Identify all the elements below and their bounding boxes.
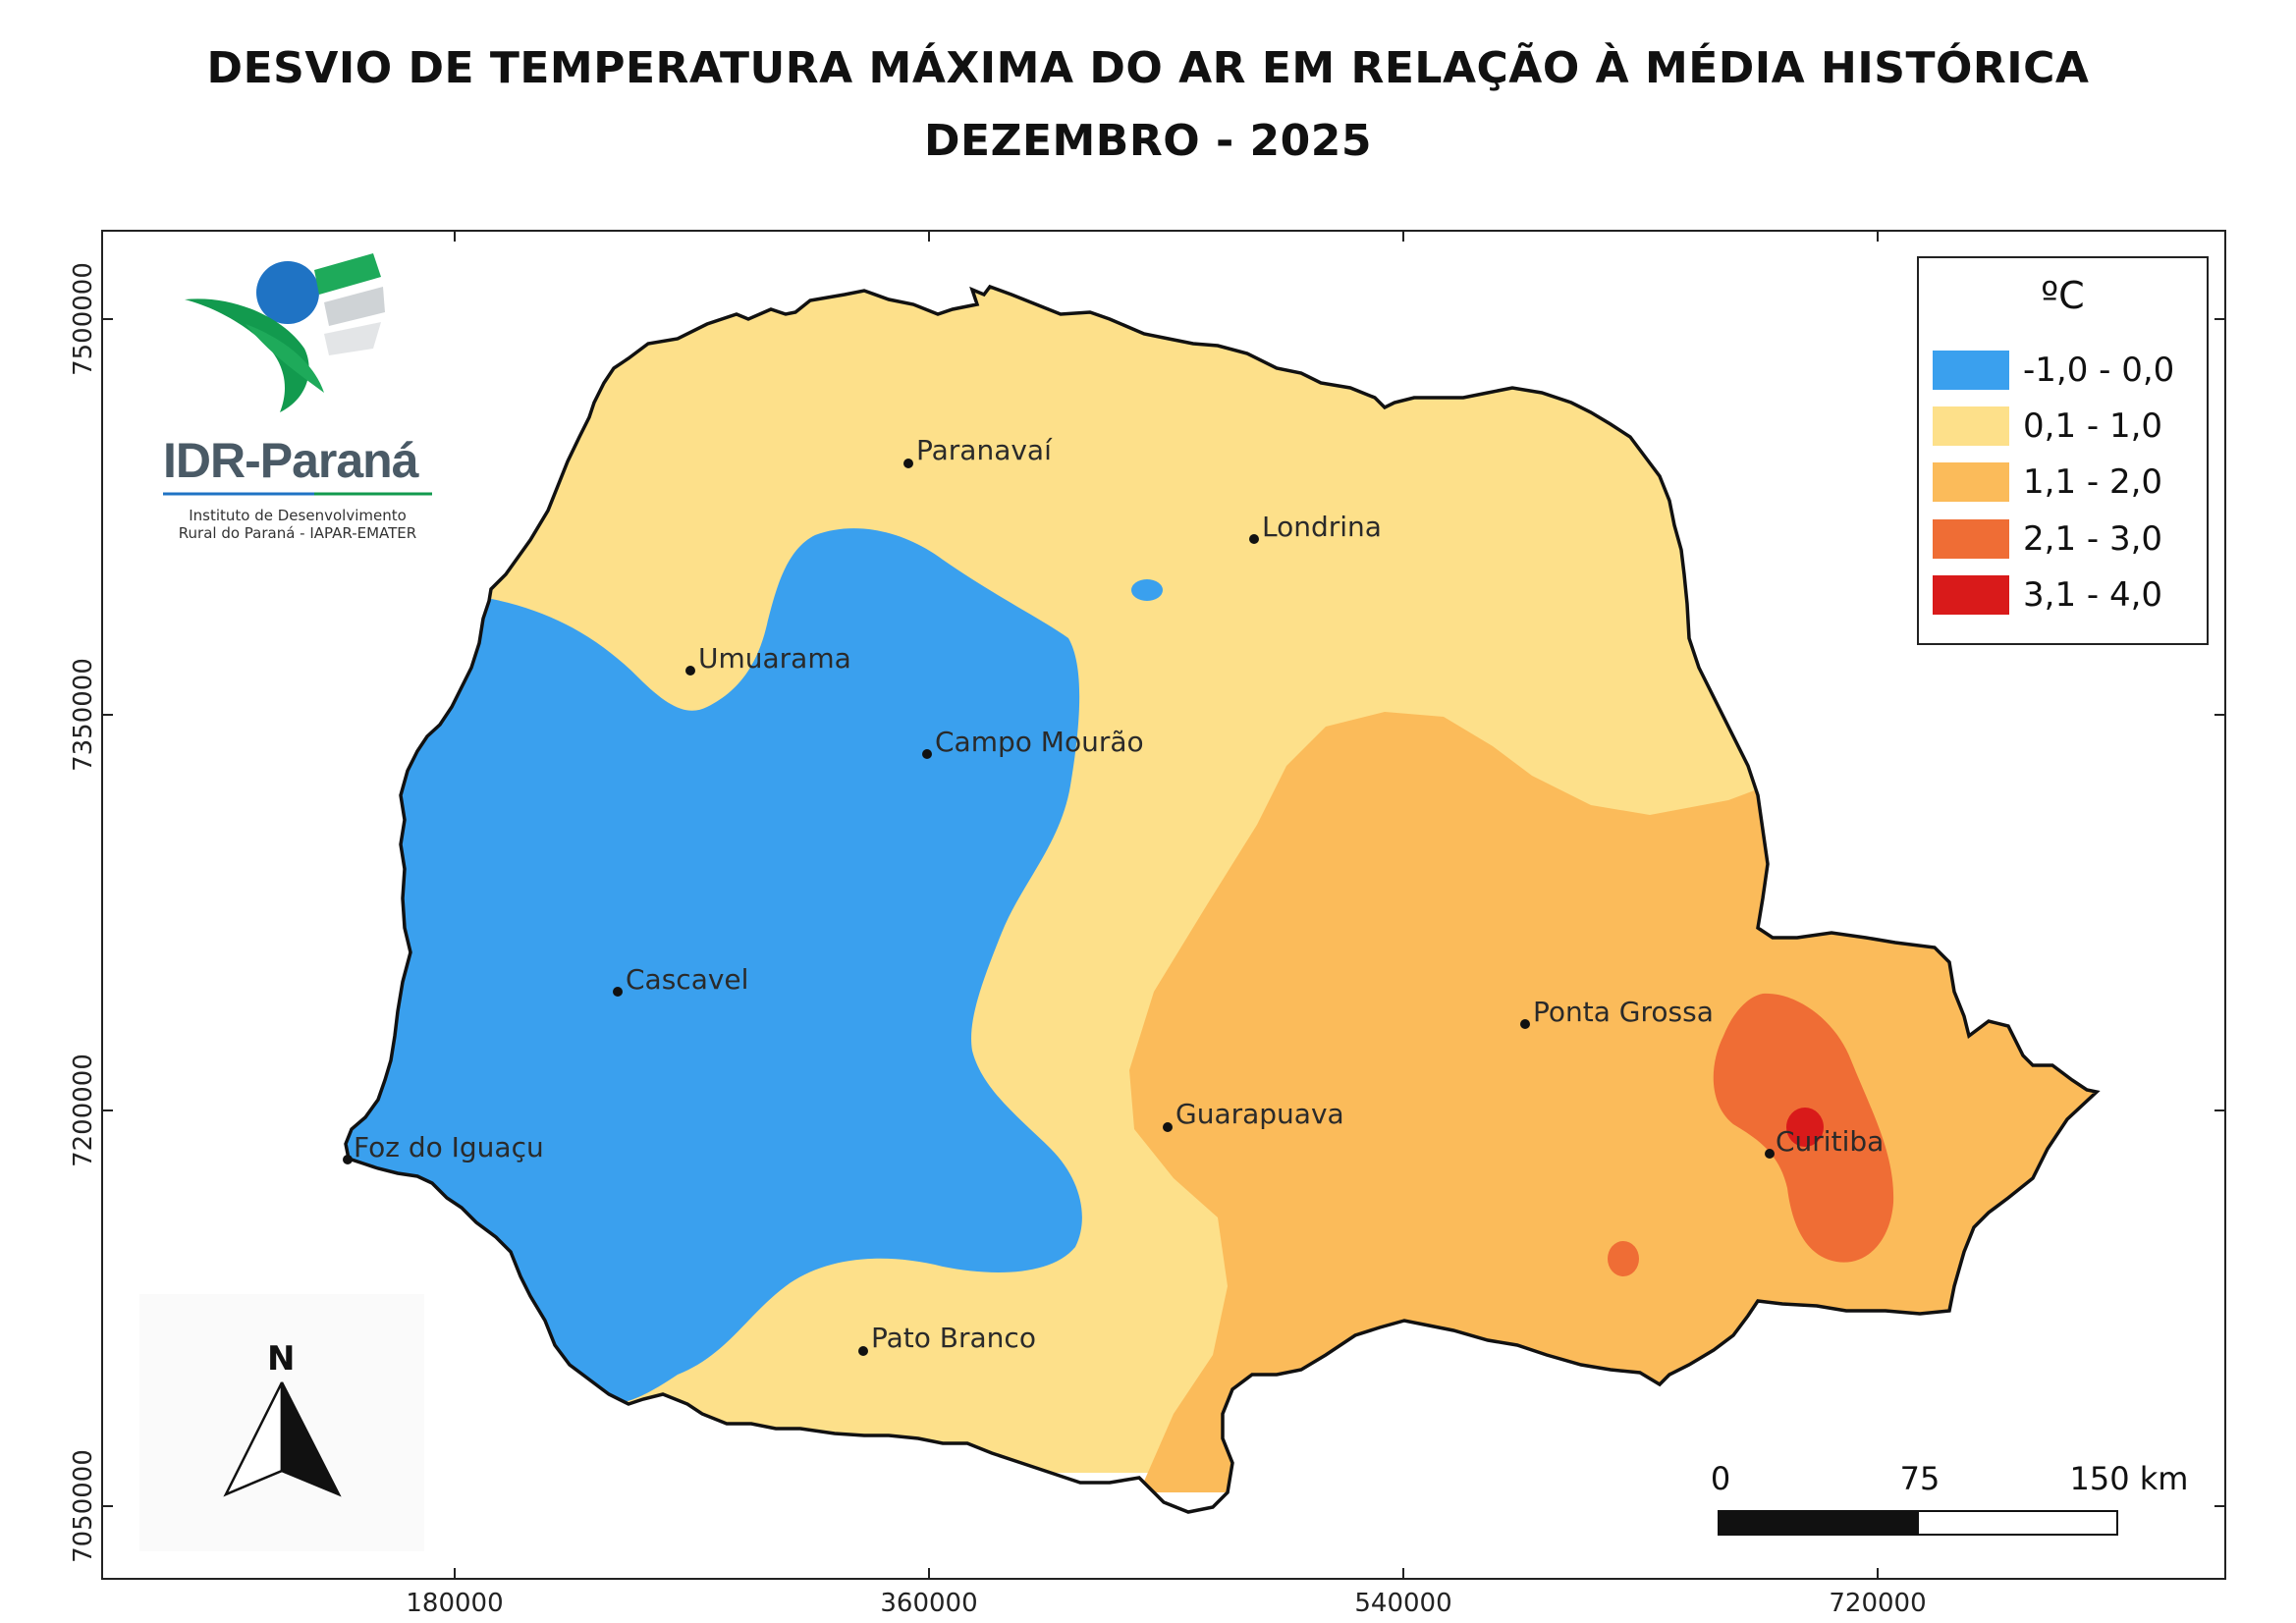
logo-subtitle: Instituto de Desenvolvimento Rural do Pa…	[163, 507, 432, 542]
scale-label-75: 75	[1899, 1460, 1941, 1497]
city-label-paranavai: Paranavaí	[916, 434, 1052, 466]
city-label-umuarama: Umuarama	[698, 642, 851, 675]
legend-swatch	[1933, 519, 2009, 559]
city-point-ponta-grossa	[1520, 1019, 1530, 1029]
legend-label: 0,1 - 1,0	[2023, 406, 2163, 446]
zone-3-1-to-4-0	[1786, 1108, 1824, 1147]
city-label-londrina: Londrina	[1262, 511, 1382, 543]
legend-swatch	[1933, 351, 2009, 390]
scale-label-150: 150 km	[2069, 1460, 2189, 1497]
x-tick-label: 360000	[880, 1589, 978, 1618]
legend-label: 1,1 - 2,0	[2023, 462, 2163, 502]
city-label-foz-do-iguacu: Foz do Iguaçu	[354, 1131, 544, 1163]
city-point-foz-do-iguacu	[343, 1155, 353, 1164]
city-label-cascavel: Cascavel	[626, 963, 749, 996]
legend-swatch	[1933, 462, 2009, 502]
city-point-umuarama	[685, 666, 695, 676]
zone-minus-1-0-to-0-0-small	[1131, 579, 1163, 601]
legend-title: ºC	[2041, 274, 2085, 317]
x-tick-label: 180000	[406, 1589, 504, 1618]
legend-swatch	[1933, 406, 2009, 446]
north-arrow-label: N	[267, 1339, 296, 1379]
logo-subtitle-line1: Instituto de Desenvolvimento	[189, 507, 407, 524]
map-subtitle: DEZEMBRO - 2025	[923, 116, 1372, 166]
city-label-pato-branco: Pato Branco	[871, 1322, 1036, 1354]
city-point-pato-branco	[858, 1346, 868, 1356]
legend-label: -1,0 - 0,0	[2023, 351, 2175, 390]
scale-label-0: 0	[1710, 1460, 1731, 1497]
y-tick-label: 7050000	[69, 1449, 98, 1563]
y-tick-label: 7350000	[69, 658, 98, 772]
scale-bar	[1718, 1510, 2118, 1536]
city-label-ponta-grossa: Ponta Grossa	[1533, 996, 1714, 1028]
city-point-guarapuava	[1163, 1122, 1173, 1132]
city-label-campo-mourao: Campo Mourão	[935, 726, 1144, 758]
city-point-cascavel	[613, 987, 623, 997]
city-point-curitiba	[1765, 1149, 1775, 1159]
legend: ºC -1,0 - 0,0 0,1 - 1,0 1,1 - 2,0 2,1 - …	[1917, 256, 2209, 645]
y-tick-label: 7500000	[69, 262, 98, 376]
north-arrow	[139, 1294, 424, 1551]
x-tick-label: 540000	[1354, 1589, 1452, 1618]
logo-subtitle-line2: Rural do Paraná - IAPAR-EMATER	[178, 524, 417, 542]
legend-swatch	[1933, 575, 2009, 615]
axis-ticks	[101, 230, 2226, 1580]
logo-name: IDR-Paraná	[163, 433, 419, 488]
legend-label: 2,1 - 3,0	[2023, 519, 2163, 559]
city-label-curitiba: Curitiba	[1776, 1125, 1885, 1158]
idr-parana-logo-icon	[163, 253, 432, 496]
city-point-paranavai	[903, 459, 913, 468]
zone-2-1-to-3-0-small	[1608, 1241, 1639, 1276]
city-point-londrina	[1249, 534, 1259, 544]
x-tick-label: 720000	[1829, 1589, 1927, 1618]
city-point-campo-mourao	[922, 749, 932, 759]
zone-minus-1-0-to-0-0	[346, 528, 1082, 1424]
legend-label: 3,1 - 4,0	[2023, 575, 2163, 615]
map-title: DESVIO DE TEMPERATURA MÁXIMA DO AR EM RE…	[206, 43, 2090, 93]
y-tick-label: 7200000	[69, 1054, 98, 1167]
city-label-guarapuava: Guarapuava	[1175, 1098, 1344, 1130]
